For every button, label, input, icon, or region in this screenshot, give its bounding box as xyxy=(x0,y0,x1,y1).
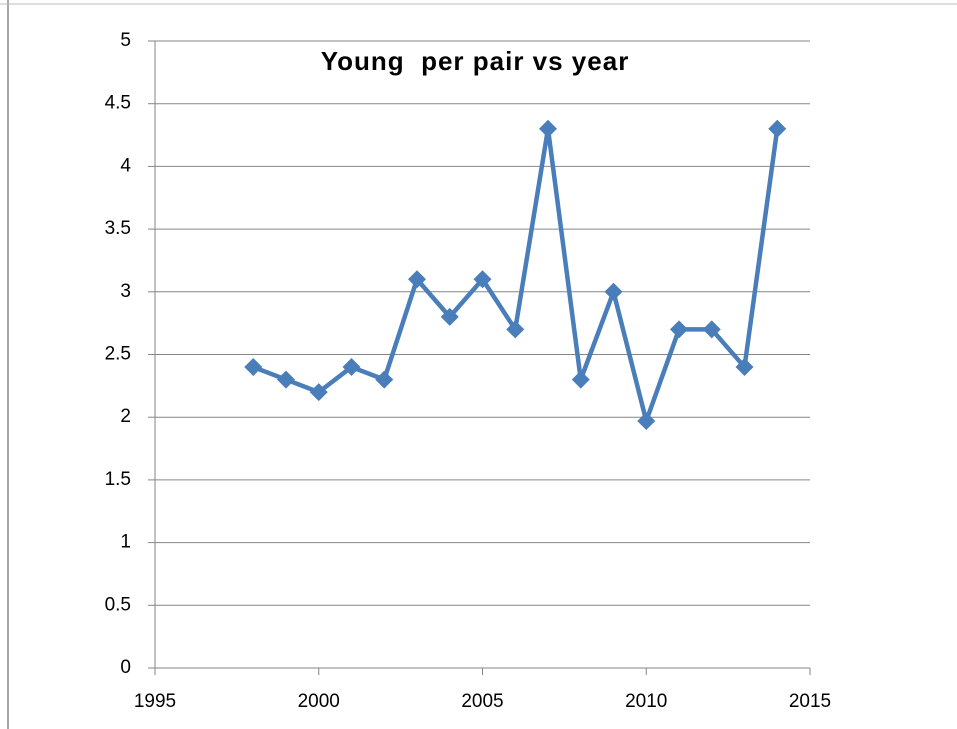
axes: 0 0.5 1 1.5 2 2.5 3 3.5 4 4.5 5 1995 2000 2005 2010 201… xyxy=(105,30,832,712)
marker xyxy=(244,358,263,377)
y-tick-label: 4.5 xyxy=(105,93,131,114)
x-tick-label: 2005 xyxy=(461,691,503,712)
y-tick-label: 5 xyxy=(120,30,131,51)
y-tick-label: 2 xyxy=(120,406,131,427)
marker xyxy=(309,383,328,402)
marker xyxy=(408,270,426,289)
y-tick-label: 0 xyxy=(120,657,131,678)
x-tick-label: 2015 xyxy=(789,691,831,712)
y-tick-label: 3 xyxy=(120,281,131,302)
plot xyxy=(244,119,787,430)
marker xyxy=(670,320,688,339)
marker xyxy=(375,370,394,389)
marker xyxy=(473,270,492,289)
marker xyxy=(440,307,459,326)
chart-title: Young per pair vs year xyxy=(321,46,630,76)
x-tick-label: 2000 xyxy=(298,691,340,712)
marker xyxy=(571,370,590,389)
y-tick-label: 3.5 xyxy=(105,218,131,239)
y-tick-label: 2.5 xyxy=(105,344,131,365)
marker xyxy=(506,320,525,339)
marker xyxy=(702,320,721,339)
marker xyxy=(604,282,623,301)
y-tick-label: 4 xyxy=(120,155,131,176)
marker xyxy=(768,119,787,138)
marker xyxy=(539,119,557,138)
y-tick-label: 0.5 xyxy=(105,594,131,615)
y-tick-label: 1 xyxy=(120,532,131,553)
marker xyxy=(342,358,361,377)
y-tick-label: 1.5 xyxy=(105,469,131,490)
marker xyxy=(735,358,754,377)
marker xyxy=(277,370,295,389)
x-tick-label: 2010 xyxy=(625,691,667,712)
x-tick-label: 1995 xyxy=(134,691,176,712)
marker xyxy=(637,411,656,430)
